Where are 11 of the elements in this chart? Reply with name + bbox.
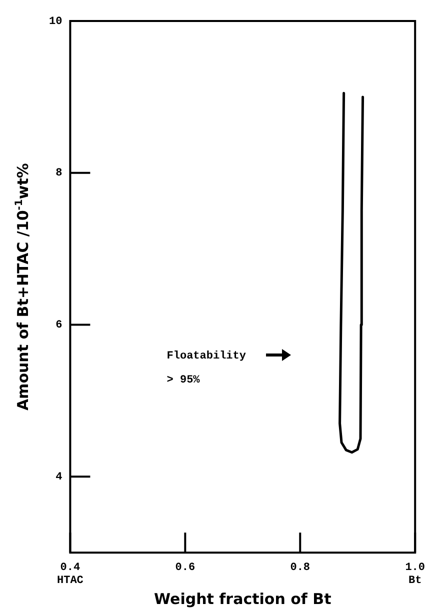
x-tick-label: 1.0 Bt — [405, 562, 426, 588]
y-tick-label: 4 — [56, 471, 63, 484]
x-tick-label: 0.4 HTAC — [57, 562, 84, 588]
y-tick-label: 8 — [56, 168, 63, 180]
y-axis-title: Amount of Bt+HTAC /10-1wt% — [14, 163, 32, 411]
y-tick-label: 10 — [49, 16, 62, 28]
x-tick-label: 0.6 — [175, 562, 196, 574]
x-axis-title: Weight fraction of Bt — [154, 590, 332, 608]
annotation: Floatability > 95% — [166, 350, 246, 387]
x-tick-label: 0.8 — [290, 562, 310, 574]
y-tick-label: 6 — [56, 320, 62, 332]
